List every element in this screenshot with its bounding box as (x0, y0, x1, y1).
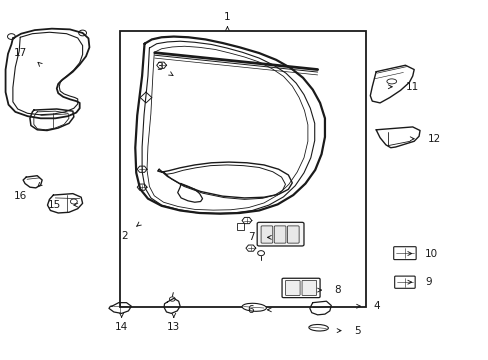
Text: 8: 8 (334, 285, 341, 295)
Text: 11: 11 (405, 82, 418, 92)
FancyBboxPatch shape (394, 276, 414, 288)
Text: 3: 3 (156, 62, 162, 72)
Text: 16: 16 (14, 191, 27, 201)
FancyBboxPatch shape (302, 280, 316, 296)
Text: 7: 7 (247, 232, 254, 242)
FancyBboxPatch shape (285, 280, 300, 296)
FancyBboxPatch shape (393, 247, 415, 260)
Text: 4: 4 (373, 301, 380, 311)
FancyBboxPatch shape (257, 222, 304, 246)
Bar (236, 223, 244, 230)
FancyBboxPatch shape (287, 226, 299, 243)
Text: 13: 13 (167, 322, 180, 332)
Text: 5: 5 (353, 325, 360, 336)
Text: 12: 12 (427, 134, 440, 144)
Text: 2: 2 (122, 231, 128, 240)
Ellipse shape (308, 324, 327, 331)
FancyBboxPatch shape (261, 226, 272, 243)
Text: 10: 10 (424, 248, 437, 258)
Text: 15: 15 (47, 200, 61, 210)
FancyBboxPatch shape (274, 226, 285, 243)
Text: 9: 9 (424, 277, 430, 287)
Text: 6: 6 (247, 305, 254, 315)
Bar (120, 31, 366, 307)
FancyBboxPatch shape (282, 278, 320, 298)
Text: 1: 1 (224, 12, 230, 22)
Ellipse shape (242, 303, 266, 311)
Text: 17: 17 (14, 48, 27, 58)
Ellipse shape (386, 79, 396, 84)
Text: 14: 14 (115, 322, 128, 332)
